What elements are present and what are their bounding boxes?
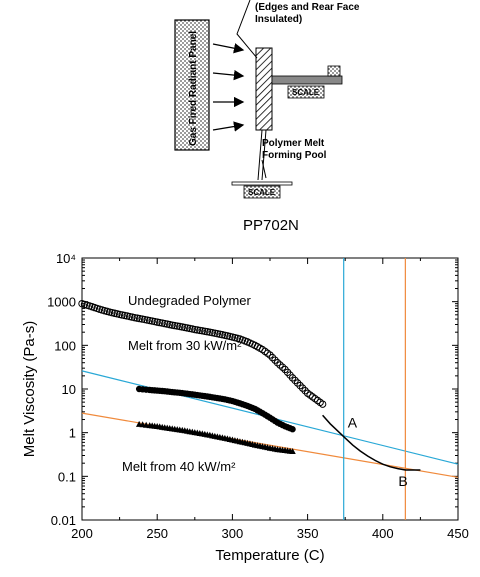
lower-scale: [243, 185, 281, 199]
y-tick-label: 0.1: [58, 469, 76, 484]
data-point: [135, 314, 144, 323]
y-tick-label: 1000: [47, 295, 76, 310]
x-axis-label: Temperature (C): [215, 547, 324, 564]
series-group: [135, 420, 296, 455]
pool-leader: [261, 159, 267, 179]
y-axis-label: Melt Viscosity (Pa-s): [21, 321, 38, 457]
data-point: [278, 363, 287, 371]
y-tick-label: 10⁴: [56, 251, 76, 266]
support-arm: [271, 75, 343, 85]
insulation-note-line2: Insulated): [255, 14, 302, 25]
radiant-panel: [174, 19, 210, 151]
sample-slab: [255, 47, 273, 131]
data-point: [271, 356, 279, 364]
data-point: [288, 374, 297, 382]
series-line: [322, 414, 421, 471]
x-tick-label: 350: [297, 526, 319, 541]
pool-tray: [231, 181, 293, 186]
y-tick-label: 0.01: [51, 513, 76, 528]
apparatus-diagram: Gas Fired Radiant Panel (Edges and Rear …: [174, 0, 360, 234]
data-point: [293, 379, 302, 387]
radiant-panel-label: Gas Fired Radiant Panel: [188, 31, 199, 146]
x-tick-label: 450: [447, 526, 469, 541]
data-point: [318, 400, 327, 408]
material-title: PP702N: [243, 217, 299, 234]
data-point: [296, 381, 304, 390]
data-point: [289, 426, 296, 433]
series-annotation: Melt from 30 kW/m²: [128, 338, 242, 353]
data-point: [291, 376, 299, 385]
y-tick-label: 100: [54, 338, 76, 353]
data-series: [78, 299, 421, 471]
data-point: [173, 322, 181, 330]
data-point: [196, 326, 204, 335]
x-tick-label: 300: [222, 526, 244, 541]
series-annotation: Melt from 40 kW/m²: [122, 459, 236, 474]
data-point: [301, 386, 309, 395]
series-annotation: Undegraded Polymer: [128, 293, 252, 308]
data-point: [276, 361, 284, 369]
data-point: [133, 314, 141, 322]
counterweight: [327, 65, 341, 77]
data-point: [168, 321, 176, 329]
radiation-arrows: [212, 43, 245, 132]
data-point: [289, 448, 296, 455]
y-axis-ticks: 0.01 0.1 1 10 100 1000 10⁴: [47, 251, 458, 528]
insulation-note-line1: (Edges and Rear Face: [255, 2, 360, 13]
insulation-leader: [236, 0, 258, 59]
x-tick-label: 400: [372, 526, 394, 541]
x-axis-ticks: 200 250 300 350 400 450: [71, 258, 469, 541]
y-tick-label: 10: [62, 382, 76, 397]
data-point: [193, 326, 202, 334]
data-point: [171, 321, 179, 330]
lower-scale-label: SCALE: [248, 188, 276, 197]
pool-label-line2: Forming Pool: [262, 150, 327, 161]
melt-drip-2: [261, 129, 267, 181]
data-point: [273, 359, 282, 367]
pool-label-line1: Polymer Melt: [262, 138, 325, 149]
melt-drip: [257, 129, 263, 181]
point-label: B: [398, 473, 407, 489]
data-point: [130, 313, 139, 322]
data-point: [298, 384, 307, 392]
point-label: A: [348, 415, 358, 431]
series-group: [322, 414, 421, 471]
x-tick-label: 200: [71, 526, 93, 541]
y-tick-label: 1: [69, 426, 76, 441]
data-point: [268, 353, 277, 362]
upper-scale: [287, 85, 325, 99]
data-point: [266, 351, 274, 359]
series-group: [135, 385, 296, 433]
x-tick-label: 250: [146, 526, 168, 541]
data-point: [203, 328, 212, 336]
data-point: [198, 327, 207, 335]
data-point: [201, 327, 209, 335]
data-point: [191, 325, 199, 334]
chart-annotations: Undegraded Polymer Melt from 30 kW/m² Melt…: [122, 293, 408, 489]
upper-scale-label: SCALE: [292, 88, 320, 97]
series-group: [78, 299, 327, 408]
